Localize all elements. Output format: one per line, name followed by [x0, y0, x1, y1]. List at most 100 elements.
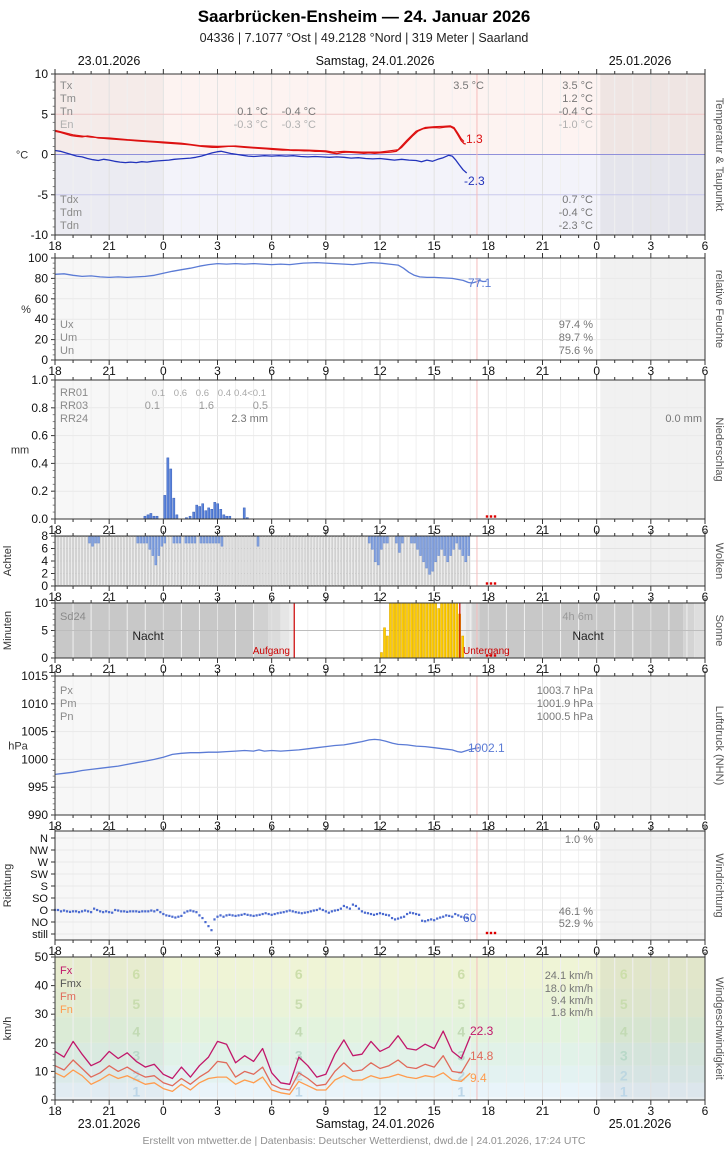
date-next-day: 25.01.2026	[608, 1117, 672, 1131]
svg-text:mm: mm	[11, 445, 29, 457]
svg-text:9.4: 9.4	[470, 1071, 487, 1085]
svg-text:0: 0	[41, 651, 48, 665]
svg-text:21: 21	[102, 364, 116, 378]
date-prev-day: 23.01.2026	[77, 54, 141, 68]
svg-text:9: 9	[322, 239, 329, 253]
svg-text:24.1 km/h: 24.1 km/h	[545, 970, 593, 982]
svg-text:°C: °C	[16, 150, 28, 162]
svg-text:Wolken: Wolken	[713, 543, 725, 579]
date-row-bottom: 23.01.2026 Samstag, 24.01.2026 25.01.202…	[0, 1117, 728, 1133]
svg-text:20: 20	[35, 333, 49, 347]
svg-text:8: 8	[41, 529, 48, 543]
svg-text:12: 12	[373, 364, 387, 378]
svg-text:0: 0	[593, 523, 600, 537]
svg-text:20: 20	[35, 1036, 49, 1050]
date-row-top: 23.01.2026 Samstag, 24.01.2026 25.01.202…	[0, 54, 728, 70]
svg-text:6: 6	[702, 239, 709, 253]
svg-text:Fn: Fn	[60, 1004, 73, 1016]
svg-text:1002.1: 1002.1	[468, 741, 505, 755]
svg-text:Tdn: Tdn	[60, 220, 79, 232]
svg-text:50: 50	[35, 950, 49, 964]
svg-text:12: 12	[373, 523, 387, 537]
svg-text:hPa: hPa	[8, 741, 28, 753]
svg-text:3.5 °C: 3.5 °C	[562, 80, 593, 92]
svg-text:77.1: 77.1	[468, 276, 492, 290]
svg-text:3: 3	[647, 364, 654, 378]
svg-text:6: 6	[702, 364, 709, 378]
svg-text:4: 4	[620, 1023, 628, 1039]
svg-text:4: 4	[295, 1023, 303, 1039]
svg-text:0.0 mm: 0.0 mm	[665, 413, 702, 425]
svg-text:W: W	[38, 857, 49, 869]
svg-text:Minuten: Minuten	[2, 611, 14, 650]
svg-text:12: 12	[373, 662, 387, 676]
svg-text:1.2 °C: 1.2 °C	[562, 93, 593, 105]
svg-text:Sonne: Sonne	[713, 615, 725, 647]
svg-text:Pm: Pm	[60, 698, 77, 710]
svg-text:0: 0	[593, 590, 600, 604]
svg-text:0.0: 0.0	[31, 512, 48, 526]
svg-text:1.3: 1.3	[466, 132, 483, 146]
svg-text:6: 6	[702, 662, 709, 676]
svg-text:3: 3	[295, 1048, 303, 1064]
svg-text:21: 21	[102, 590, 116, 604]
svg-text:Tx: Tx	[60, 80, 73, 92]
svg-text:1005: 1005	[21, 725, 48, 739]
svg-text:0: 0	[593, 1104, 600, 1118]
svg-text:21: 21	[536, 239, 550, 253]
svg-text:40: 40	[35, 979, 49, 993]
svg-text:22.3: 22.3	[470, 1024, 494, 1038]
svg-text:75.6 %: 75.6 %	[559, 345, 593, 357]
svg-text:Nacht: Nacht	[572, 629, 604, 643]
svg-text:21: 21	[102, 662, 116, 676]
svg-text:1.6: 1.6	[199, 400, 214, 412]
svg-text:1000: 1000	[21, 752, 48, 766]
svg-text:6: 6	[268, 364, 275, 378]
svg-text:1003.7 hPa: 1003.7 hPa	[537, 685, 594, 697]
svg-text:18.0 km/h: 18.0 km/h	[545, 983, 593, 995]
svg-text:0.6: 0.6	[196, 388, 209, 399]
svg-text:-1.0 °C: -1.0 °C	[559, 119, 593, 131]
svg-text:0.5: 0.5	[253, 400, 268, 412]
svg-text:21: 21	[536, 944, 550, 958]
svg-text:18: 18	[48, 590, 62, 604]
svg-text:2: 2	[620, 1068, 628, 1084]
svg-text:15: 15	[427, 364, 441, 378]
svg-text:0: 0	[593, 944, 600, 958]
svg-text:3: 3	[620, 1048, 628, 1064]
svg-text:3: 3	[647, 590, 654, 604]
svg-text:Aufgang: Aufgang	[253, 646, 290, 657]
svg-text:3.5 °C: 3.5 °C	[453, 80, 484, 92]
svg-text:2: 2	[132, 1068, 140, 1084]
svg-text:-2.3 °C: -2.3 °C	[559, 220, 593, 232]
svg-text:5: 5	[457, 996, 465, 1012]
svg-text:-0.4 °C: -0.4 °C	[559, 106, 593, 118]
svg-text:Luftdruck (NHN): Luftdruck (NHN)	[713, 706, 725, 785]
svg-text:0: 0	[41, 579, 48, 593]
svg-text:3: 3	[214, 1104, 221, 1118]
svg-text:0.6: 0.6	[174, 388, 187, 399]
svg-text:12: 12	[373, 239, 387, 253]
svg-text:0: 0	[160, 944, 167, 958]
date-current-day: Samstag, 24.01.2026	[315, 54, 435, 68]
svg-text:18: 18	[48, 662, 62, 676]
svg-text:still: still	[32, 929, 48, 941]
svg-text:Tdm: Tdm	[60, 207, 82, 219]
svg-text:0: 0	[160, 523, 167, 537]
svg-text:21: 21	[536, 662, 550, 676]
svg-text:80: 80	[35, 271, 49, 285]
page-title: Saarbrücken-Ensheim — 24. Januar 2026	[197, 7, 531, 26]
svg-text:990: 990	[28, 808, 48, 822]
svg-text:6: 6	[457, 966, 465, 982]
svg-text:0: 0	[41, 1093, 48, 1107]
date-current-day: Samstag, 24.01.2026	[315, 1117, 435, 1131]
svg-text:2: 2	[41, 567, 48, 581]
svg-text:0: 0	[160, 590, 167, 604]
svg-text:21: 21	[536, 364, 550, 378]
svg-text:5: 5	[295, 996, 303, 1012]
svg-text:100: 100	[28, 251, 48, 265]
svg-text:1000.5 hPa: 1000.5 hPa	[537, 711, 594, 723]
